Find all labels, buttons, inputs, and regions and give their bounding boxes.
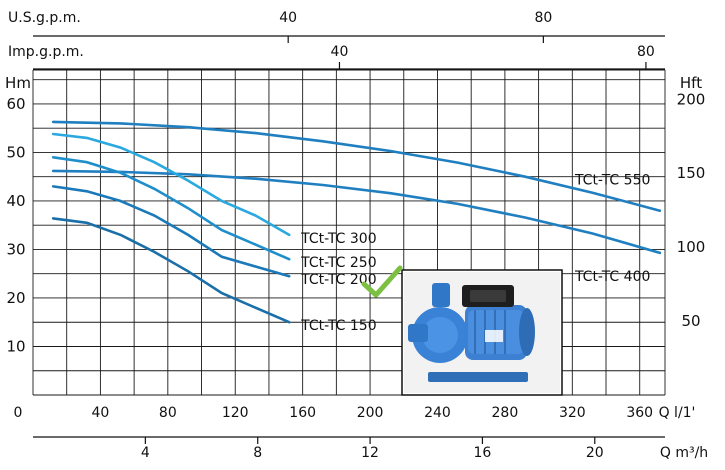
curve-label: TCt-TC 300: [300, 231, 376, 247]
check-icon: [361, 265, 403, 298]
y-left-tick-label: 20: [6, 289, 25, 307]
m3h-tick-label: 4: [141, 445, 150, 461]
y-right-tick-label: 200: [677, 90, 706, 108]
y-left-tick-label: 60: [6, 95, 25, 113]
y-left-tick-label: 10: [6, 337, 25, 355]
curve-labels: TCt-TC 550 TCt-TC 400 TCt-TC 300 TCt-TC 250…: [300, 173, 650, 335]
y-right-tick-label: 50: [681, 312, 700, 330]
y-left-axis-label: Hm: [5, 74, 31, 92]
impgpm-tick-label: 80: [637, 44, 655, 60]
x-primary-tick-label: 0: [14, 405, 23, 421]
y-right-tick-label: 150: [677, 164, 706, 182]
usgpm-axis-label: U.S.g.p.m.: [8, 10, 81, 26]
curve-label: TCt-TC 150: [300, 318, 376, 334]
curve-line: [51, 120, 662, 212]
y-left-tick-label: 30: [6, 240, 25, 258]
y-right-axis-label: Hft: [680, 74, 702, 92]
curve-line: [51, 185, 291, 278]
x-primary-tick-label: 80: [159, 405, 177, 421]
usgpm-tick-label: 80: [534, 10, 552, 26]
x-primary-axis-label: Q l/1': [659, 405, 696, 421]
x-primary-tick-label: 200: [357, 405, 384, 421]
x-primary-tick-label: 160: [289, 405, 316, 421]
curve-line: [51, 217, 291, 324]
x-primary-tick-label: 320: [559, 405, 586, 421]
impgpm-tick-label: 40: [331, 44, 349, 60]
m3h-tick-label: 20: [586, 445, 604, 461]
curve-line: [51, 132, 291, 237]
m3h-axis-label: Q m³/h: [660, 445, 708, 461]
curve-line: [51, 156, 291, 261]
x-primary-tick-label: 120: [222, 405, 249, 421]
curve-label: TCt-TC 400: [574, 269, 650, 285]
x-primary-tick-label: 40: [91, 405, 109, 421]
pump-photo: [401, 269, 563, 396]
x-primary-tick-label: 360: [626, 405, 653, 421]
curves: [51, 120, 662, 324]
x-primary-tick-label: 240: [424, 405, 451, 421]
y-left-tick-label: 50: [6, 143, 25, 161]
m3h-tick-label: 8: [253, 445, 262, 461]
y-right-tick-label: 100: [677, 238, 706, 256]
curve-label: TCt-TC 200: [300, 272, 376, 288]
m3h-tick-label: 12: [361, 445, 379, 461]
usgpm-tick-label: 40: [279, 10, 297, 26]
curve-label: TCt-TC 250: [300, 255, 376, 271]
curve-line: [51, 169, 662, 255]
x-primary-tick-label: 280: [492, 405, 519, 421]
y-left-tick-label: 40: [6, 192, 25, 210]
impgpm-axis-label: Imp.g.p.m.: [8, 44, 84, 60]
curve-label: TCt-TC 550: [574, 173, 650, 189]
m3h-tick-label: 16: [474, 445, 492, 461]
